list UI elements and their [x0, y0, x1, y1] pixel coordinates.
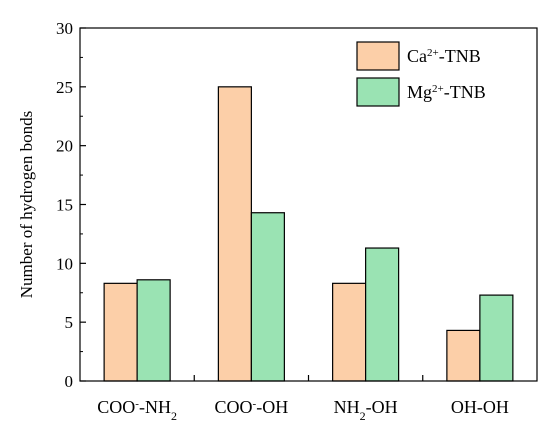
- y-axis: 0 5 10 15 20 25 30: [56, 19, 86, 391]
- y-tick-label: 10: [56, 254, 73, 273]
- bar-series-1-3: [479, 294, 514, 382]
- bar-series-0-2: [332, 282, 367, 382]
- legend-swatch-1: [356, 77, 400, 107]
- legend: Ca2+-TNB Mg2+-TNB: [356, 41, 486, 107]
- x-tick-label: COO--OH: [215, 397, 289, 417]
- x-tick-label: COO--NH2: [97, 397, 177, 423]
- bar-series-0-1: [217, 86, 252, 382]
- bar-series-1-1: [250, 212, 285, 382]
- y-tick-label: 0: [65, 372, 74, 391]
- bars-layer: [103, 86, 514, 382]
- y-tick-label: 15: [56, 196, 73, 215]
- y-tick-label: 20: [56, 137, 73, 156]
- bar-series-0-3: [446, 329, 481, 382]
- legend-swatch-0: [356, 41, 400, 71]
- y-tick-label: 30: [56, 19, 73, 38]
- bar-series-0-0: [103, 282, 138, 382]
- bar-series-1-2: [365, 247, 400, 382]
- y-axis-label: Number of hydrogen bonds: [17, 111, 36, 298]
- x-tick-label: OH-OH: [451, 397, 509, 417]
- legend-label-1: Mg2+-TNB: [407, 82, 486, 102]
- y-tick-label: 5: [65, 313, 74, 332]
- legend-label-0: Ca2+-TNB: [407, 46, 481, 66]
- x-tick-label: NH2-OH: [334, 397, 398, 423]
- x-axis: COO--NH2 COO--OH NH2-OH OH-OH: [97, 375, 509, 423]
- y-tick-label: 25: [56, 78, 73, 97]
- bar-series-1-0: [136, 279, 171, 382]
